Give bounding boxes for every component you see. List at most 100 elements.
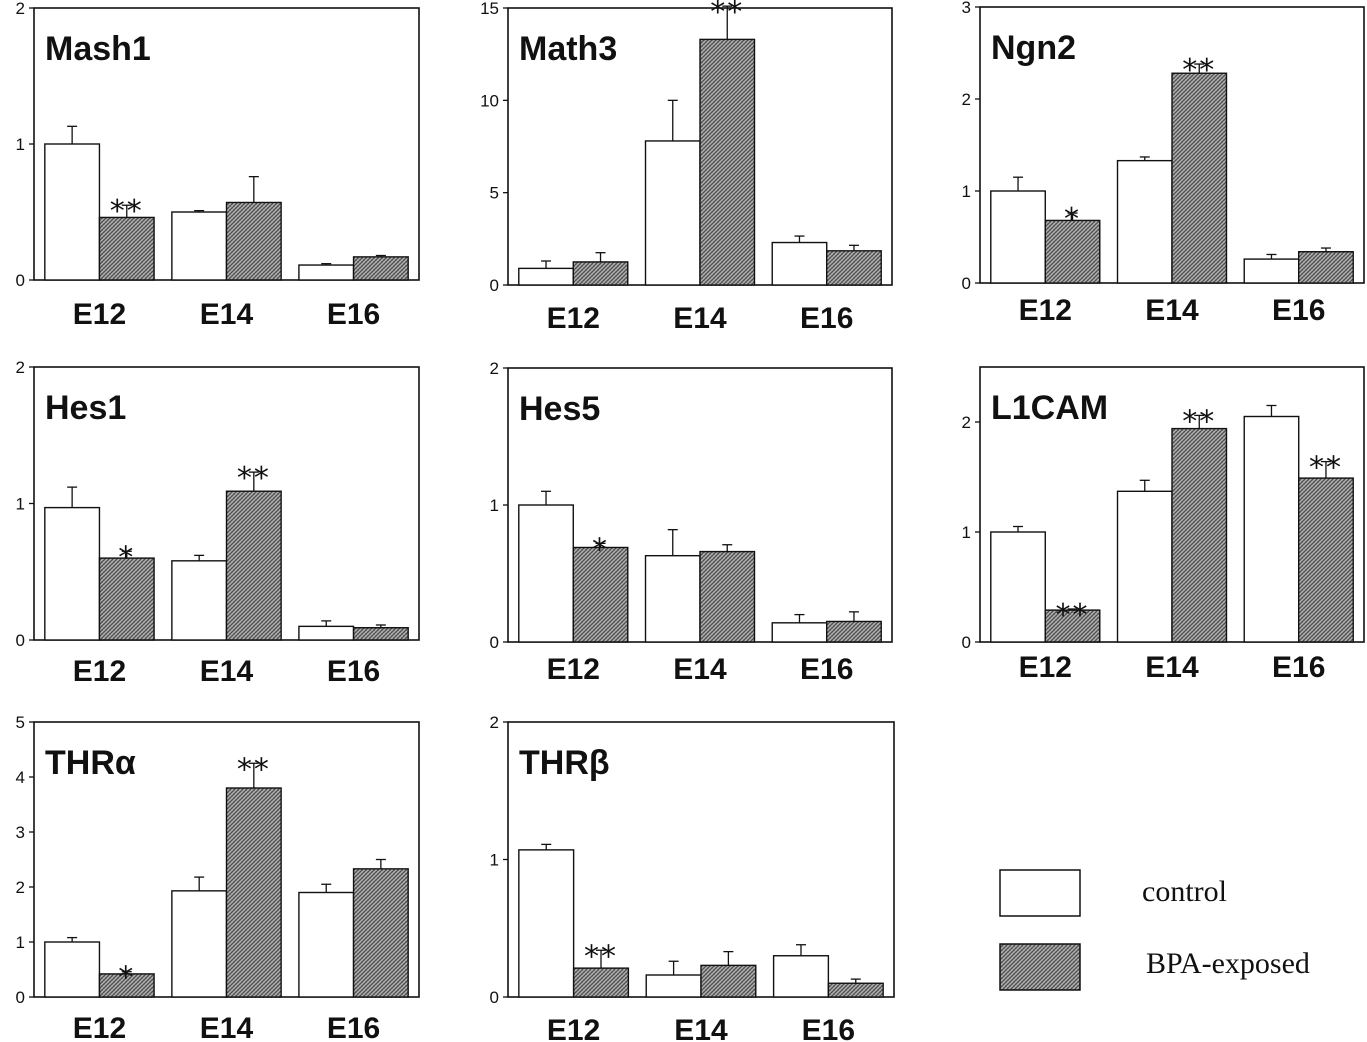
y-tick-label: 0: [16, 271, 25, 290]
y-tick-label: 1: [490, 496, 499, 515]
y-tick-label: 0: [962, 633, 971, 652]
panel-math3: 0 5 10 15 E12 E14 E16 ** Math3: [480, 0, 893, 335]
bar-control-e14: [644, 554, 701, 643]
y-tick-label: 0: [962, 274, 971, 293]
bar-bpa-e12: [98, 216, 155, 281]
significance-marker: *: [592, 532, 609, 567]
y-tick-label: 0: [490, 633, 499, 652]
y-tick-label: 1: [16, 495, 25, 514]
category-label: E12: [547, 302, 600, 335]
bar-bpa-e14: [225, 490, 282, 641]
bar-bpa-e14: [225, 201, 282, 281]
significance-marker: **: [710, 0, 744, 30]
bar-bpa-e16: [352, 868, 409, 998]
significance-marker: *: [118, 540, 135, 575]
y-tick-label: 0: [16, 988, 25, 1007]
bar-bpa-e14: [1171, 72, 1228, 284]
y-tick-label: 0: [490, 276, 499, 295]
significance-marker: **: [1182, 404, 1216, 439]
bar-bpa-e14: [700, 964, 757, 998]
panel-title: L1CAM: [991, 389, 1108, 427]
category-label: E12: [73, 655, 126, 688]
category-label: E16: [327, 1012, 380, 1042]
y-tick-label: 2: [962, 413, 971, 432]
bar-control-e14: [171, 211, 228, 281]
bar-control-e16: [772, 955, 830, 998]
category-label: E14: [1145, 651, 1199, 684]
bar-control-e16: [298, 264, 355, 281]
category-label: E16: [327, 298, 380, 331]
bar-control-e12: [518, 849, 575, 998]
bar-bpa-e14: [1171, 427, 1228, 643]
legend-label-bpa: BPA-exposed: [1146, 947, 1310, 980]
category-label: E14: [200, 1012, 254, 1042]
bar-bpa-e16: [352, 256, 409, 281]
bar-bpa-e16: [352, 627, 409, 641]
category-label: E14: [673, 302, 727, 335]
category-label: E14: [200, 655, 254, 688]
bar-bpa-e16: [1298, 477, 1354, 643]
panel-title: Math3: [519, 30, 617, 68]
panel-title: THRβ: [519, 744, 610, 782]
panel-title: Hes1: [45, 389, 126, 427]
significance-marker: *: [118, 961, 135, 996]
y-tick-label: 1: [962, 523, 971, 542]
panel-title: THRα: [45, 744, 136, 782]
category-label: E16: [802, 1014, 855, 1042]
y-tick-label: 5: [490, 184, 499, 203]
y-tick-label: 0: [16, 631, 25, 650]
panel-hes5: 0 1 2 E12 E14 E16 * Hes5: [490, 359, 893, 686]
bar-bpa-e12: [1044, 609, 1101, 643]
bar-control-e14: [645, 974, 702, 998]
category-label: E12: [547, 1014, 600, 1042]
y-tick-label: 1: [490, 851, 499, 870]
y-tick-label: 1: [16, 135, 25, 154]
y-tick-label: 2: [490, 359, 499, 378]
bar-bpa-e16: [826, 620, 882, 643]
y-tick-label: 2: [16, 878, 25, 897]
significance-marker: *: [1064, 202, 1081, 237]
bar-control-e12: [518, 267, 574, 286]
significance-marker: **: [237, 461, 271, 496]
bar-control-e12: [518, 504, 574, 643]
y-tick-label: 4: [16, 768, 25, 787]
y-tick-label: 3: [16, 823, 25, 842]
bar-bpa-e12: [572, 546, 629, 643]
bar-control-e14: [1116, 490, 1173, 643]
significance-marker: **: [584, 939, 618, 974]
y-tick-label: 3: [962, 0, 971, 17]
bar-bpa-e16: [1298, 251, 1354, 284]
bar-control-e14: [171, 560, 228, 641]
panel-title: Hes5: [519, 390, 600, 428]
bar-control-e12: [990, 190, 1046, 284]
category-label: E14: [1145, 294, 1199, 327]
bar-control-e16: [298, 891, 355, 998]
significance-marker: **: [1182, 53, 1216, 88]
category-label: E12: [73, 1012, 126, 1042]
category-label: E12: [73, 298, 126, 331]
category-label: E12: [1019, 294, 1072, 327]
y-tick-label: 2: [16, 0, 25, 18]
bar-control-e16: [298, 625, 355, 641]
significance-marker: **: [237, 752, 271, 787]
legend-swatch-control: [999, 869, 1081, 917]
bar-control-e12: [44, 941, 101, 998]
y-tick-label: 2: [490, 713, 499, 732]
bar-control-e16: [1243, 415, 1300, 643]
significance-marker: **: [1056, 598, 1090, 633]
bar-bpa-e16: [827, 982, 884, 998]
bar-control-e14: [644, 140, 701, 286]
significance-marker: **: [110, 194, 144, 229]
y-tick-label: 2: [16, 358, 25, 377]
legend-label-control: control: [1142, 875, 1227, 908]
category-label: E12: [547, 653, 600, 686]
bar-bpa-e12: [572, 261, 629, 286]
category-label: E14: [200, 298, 254, 331]
bar-control-e14: [1116, 159, 1173, 284]
significance-marker: **: [1309, 451, 1343, 486]
panel-l1cam: 0 1 2 E12 E14 E16 ** ** ** L1CAM: [962, 366, 1365, 684]
